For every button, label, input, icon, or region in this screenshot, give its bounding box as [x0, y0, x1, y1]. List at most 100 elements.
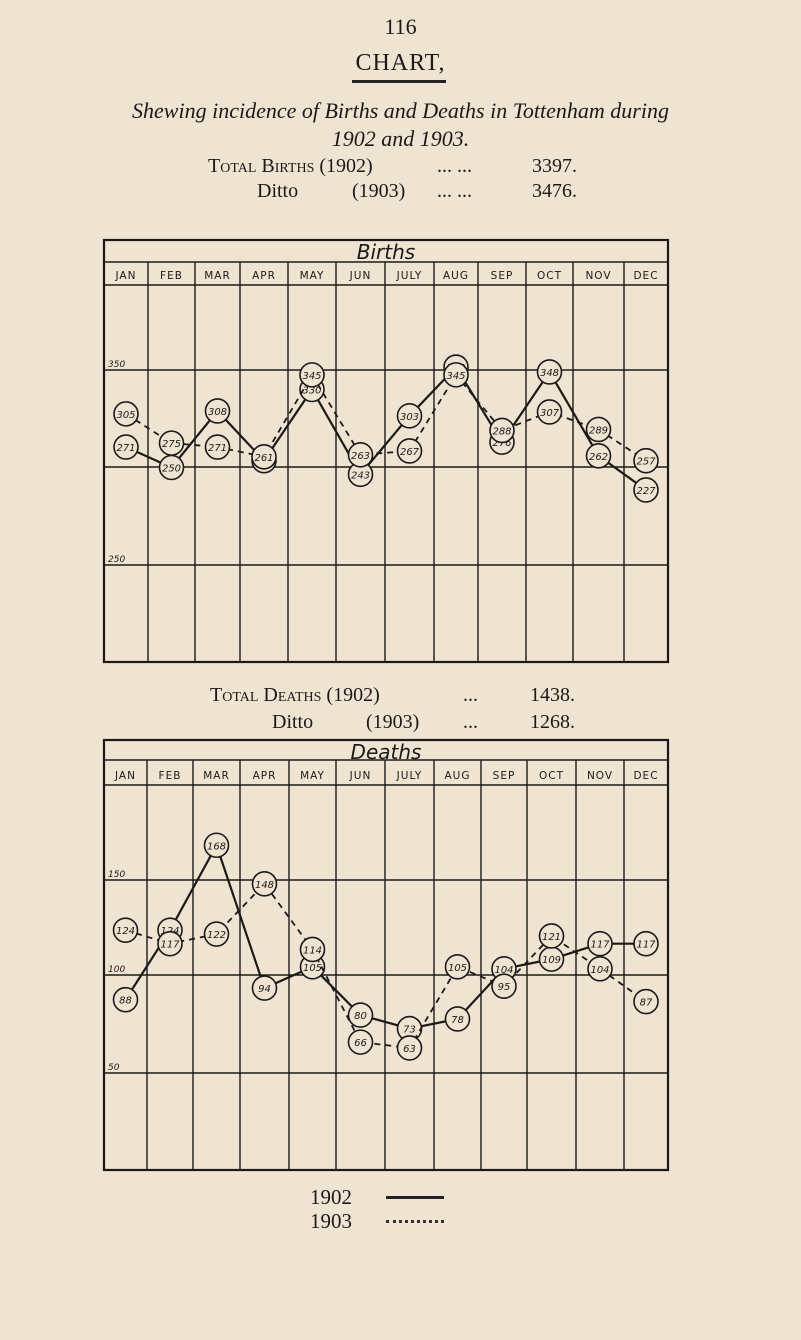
data-point-1902: 88	[112, 986, 139, 1013]
births-ditto-year: (1903)	[352, 180, 406, 202]
y-tick-label: 150	[108, 870, 125, 880]
data-point-circle	[585, 442, 612, 469]
data-point-circle	[204, 434, 231, 460]
data-point-circle	[585, 416, 612, 443]
data-point-value: 271	[208, 443, 227, 454]
data-point-value: 88	[119, 996, 132, 1007]
data-point-value: 289	[589, 425, 608, 436]
month-header: NOV	[587, 770, 613, 782]
births-total-1902-label: Total Births (1902)	[208, 155, 373, 177]
data-point-value: 257	[636, 457, 656, 468]
data-point-1903: 267	[396, 438, 423, 464]
data-point-value: 104	[590, 965, 609, 976]
data-point-1902: 80	[347, 1002, 374, 1028]
deaths-ditto-label: Ditto	[272, 711, 314, 733]
data-point-value: 330	[302, 386, 321, 397]
data-point-value: 80	[354, 1011, 367, 1022]
data-point-value: 117	[160, 940, 180, 951]
data-point-1902: 117	[633, 930, 659, 957]
data-point-value: 227	[636, 486, 656, 497]
deaths-total-1902-value: 1438.	[530, 684, 575, 706]
page-title: CHART,	[355, 50, 446, 76]
month-header: NOV	[585, 270, 611, 282]
deaths-ditto-dots: ...	[463, 711, 478, 733]
chart-title: Deaths	[351, 740, 422, 764]
data-point-circle	[299, 362, 325, 388]
data-point-1903: 63	[396, 1035, 423, 1061]
month-header: MAY	[300, 770, 325, 782]
data-point-circle	[536, 359, 563, 385]
data-point-value: 109	[542, 955, 561, 966]
deaths-total-1902-dots: ...	[463, 684, 478, 706]
y-tick-label: 100	[108, 965, 125, 975]
data-point-value: 345	[302, 371, 321, 382]
data-point-circle	[396, 438, 423, 464]
data-point-value: 262	[589, 452, 608, 463]
data-point-value: 122	[207, 930, 226, 941]
month-header: APR	[252, 270, 276, 282]
data-point-circle	[489, 417, 515, 444]
data-point-value: 63	[403, 1044, 416, 1055]
data-point-value: 78	[451, 1015, 464, 1026]
data-point-1903: 307	[536, 399, 563, 425]
legend-label-1902: 1902	[310, 1184, 352, 1209]
data-point-1903: 345	[299, 362, 325, 388]
data-point-1903: 121	[538, 923, 565, 949]
data-point-1903: 124	[112, 917, 139, 943]
data-point-circle	[113, 434, 139, 460]
data-point-1903: 105	[444, 954, 471, 980]
data-point-1903: 305	[113, 401, 139, 427]
data-point-1903: 263	[347, 442, 374, 468]
month-header: JULY	[396, 270, 423, 282]
data-point-1903: 257	[633, 447, 659, 474]
data-point-1903: 289	[585, 416, 612, 443]
deaths-total-1902-label: Total Deaths (1902)	[210, 684, 380, 706]
dotted-line-swatch	[386, 1219, 444, 1223]
data-point-circle	[396, 403, 423, 429]
data-point-circle	[587, 955, 613, 982]
subtitle-line-1: Shewing incidence of Births and Deaths i…	[132, 98, 669, 123]
data-point-circle	[204, 398, 231, 424]
title-underline	[352, 80, 446, 83]
data-point-circle	[299, 936, 326, 963]
births-chart: Births JAN FEB MAR APR MAY JUN JULY AUG SEP OCT NOV…	[102, 238, 670, 664]
data-point-value: 148	[255, 880, 274, 891]
y-tick-label: 350	[108, 360, 125, 370]
data-point-1902: 308	[204, 398, 231, 424]
legend-item-1902: 1902	[310, 1185, 444, 1209]
data-point-circle	[633, 447, 659, 474]
data-point-1903: 117	[157, 930, 183, 957]
data-point-circle	[444, 954, 471, 980]
data-point-value: 275	[162, 439, 181, 450]
data-point-1903: 271	[204, 434, 231, 460]
legend-label-1903: 1903	[310, 1208, 352, 1233]
deaths-ditto-year: (1903)	[366, 711, 420, 733]
data-point-circle	[203, 832, 230, 859]
data-point-circle	[251, 871, 278, 897]
data-point-value: 105	[303, 963, 322, 974]
data-point-value: 263	[351, 451, 370, 462]
month-header: SEP	[491, 270, 514, 282]
data-point-circle	[443, 362, 469, 388]
data-point-1902: 227	[633, 477, 659, 503]
month-header: MAR	[203, 770, 230, 782]
births-ditto-label: Ditto	[257, 180, 299, 202]
chart-border	[102, 738, 670, 1172]
month-header: JUN	[349, 270, 372, 282]
data-point-circle	[347, 1002, 374, 1028]
month-header: OCT	[537, 270, 562, 282]
data-point-1902: 117	[587, 930, 613, 957]
month-header: AUG	[444, 770, 470, 782]
deaths-chart: Deaths JAN FEB MAR APR MAY JUN JULY AUG SEP OCT NOV…	[102, 738, 670, 1172]
data-point-value: 105	[448, 963, 467, 974]
data-point-circle	[536, 399, 563, 425]
data-point-1903: 261	[251, 443, 277, 470]
data-point-circle	[347, 442, 374, 468]
data-point-value: 114	[303, 945, 322, 956]
solid-line-swatch	[386, 1195, 444, 1199]
data-point-circle	[587, 930, 613, 957]
month-header: SEP	[493, 770, 516, 782]
month-header: APR	[253, 770, 277, 782]
chart-border	[102, 238, 670, 664]
data-point-circle	[113, 401, 139, 427]
